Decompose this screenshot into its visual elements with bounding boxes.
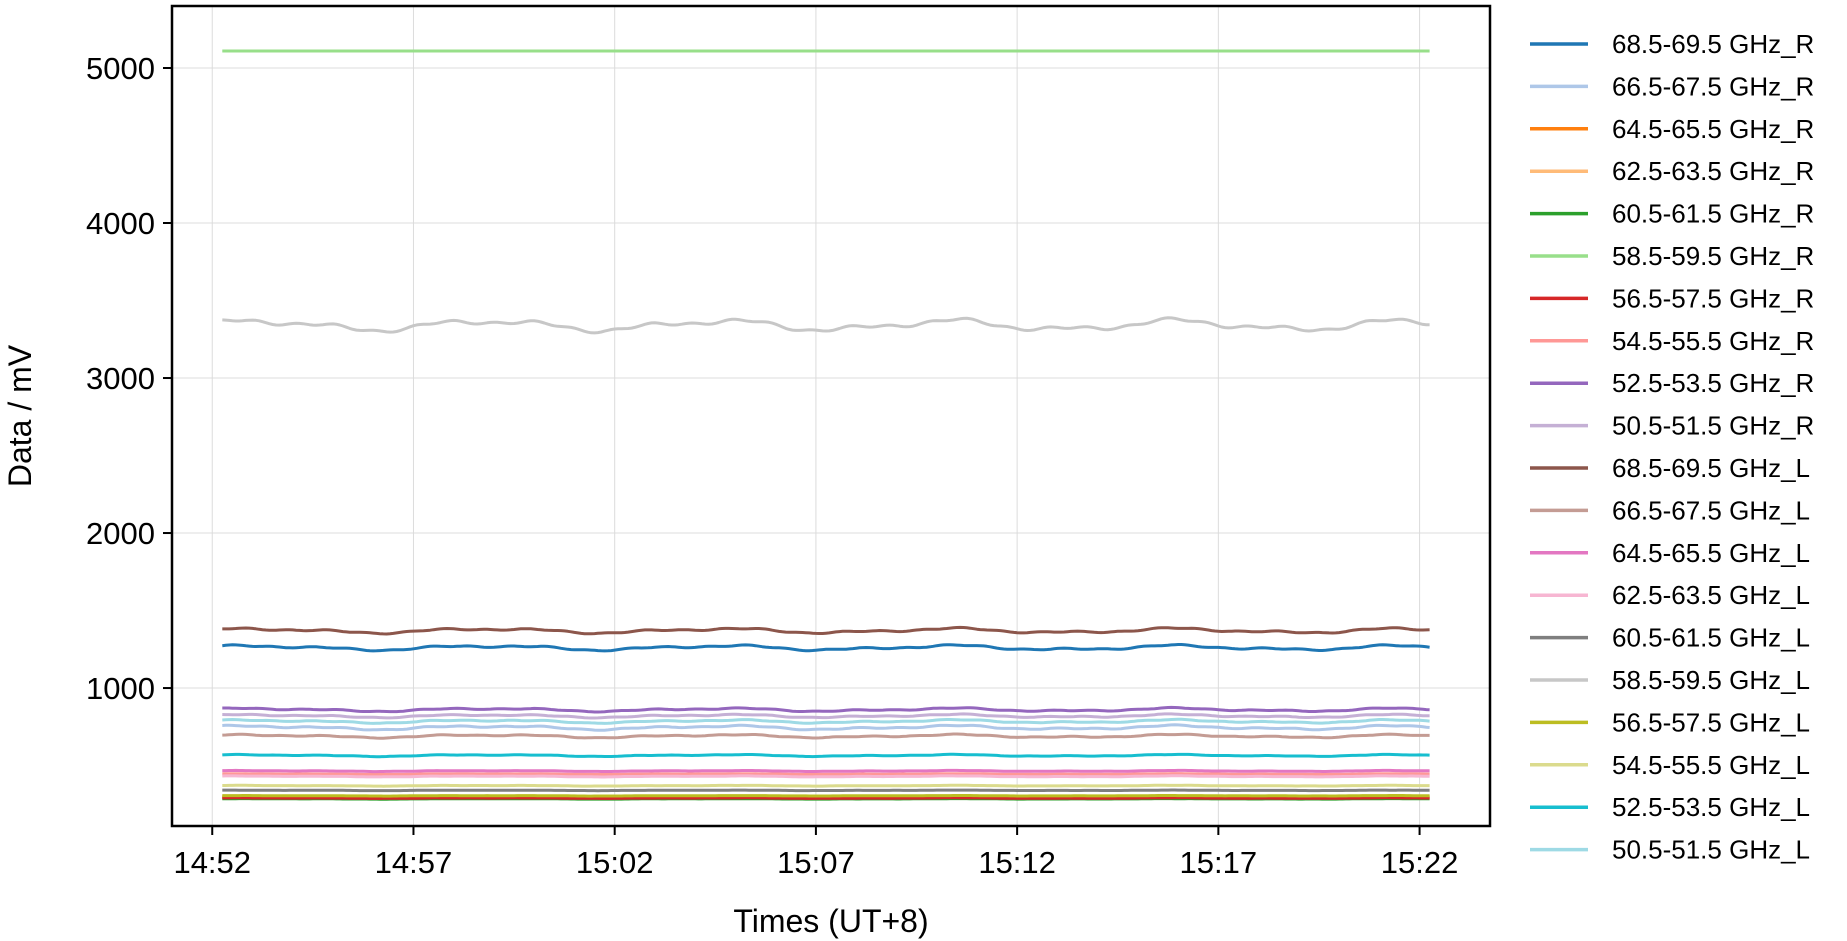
legend-entry-label: 60.5-61.5 GHz_L [1612, 623, 1810, 653]
series-line [222, 772, 1430, 776]
y-tick-label: 5000 [86, 51, 155, 86]
y-axis-label: Data / mV [2, 344, 38, 487]
legend-entry-label: 64.5-65.5 GHz_L [1612, 538, 1810, 568]
series-line [222, 783, 1430, 788]
x-tick-label: 14:57 [375, 845, 453, 880]
x-tick-label: 14:52 [173, 845, 251, 880]
y-tick-label: 2000 [86, 516, 155, 551]
legend-entry-label: 58.5-59.5 GHz_L [1612, 665, 1810, 695]
legend: 68.5-69.5 GHz_R 66.5-67.5 GHz_R 64.5-65.5 … [1530, 29, 1814, 865]
x-tick-label: 15:17 [1180, 845, 1258, 880]
x-axis-ticks: 14:52 14:57 15:02 15:07 15:12 15:17 15:22 [173, 826, 1458, 880]
legend-entry-label: 56.5-57.5 GHz_L [1612, 707, 1810, 737]
series-line [222, 768, 1430, 774]
series-line [222, 796, 1430, 800]
y-tick-label: 1000 [86, 671, 155, 706]
x-tick-label: 15:02 [576, 845, 654, 880]
series-line [222, 643, 1430, 653]
legend-entry-label: 68.5-69.5 GHz_L [1612, 453, 1810, 483]
y-axis-ticks: 1000 2000 3000 4000 5000 [86, 51, 172, 706]
x-tick-label: 15:22 [1381, 845, 1459, 880]
legend-entry-label: 62.5-63.5 GHz_R [1612, 156, 1814, 186]
series-line [222, 712, 1430, 720]
legend-entry-label: 54.5-55.5 GHz_L [1612, 750, 1810, 780]
series-line [222, 752, 1430, 759]
series-line [222, 625, 1430, 636]
legend-entry-label: 50.5-51.5 GHz_R [1612, 411, 1814, 441]
series-group [222, 49, 1430, 801]
y-tick-label: 4000 [86, 206, 155, 241]
series-line [222, 794, 1430, 798]
legend-entry-label: 52.5-53.5 GHz_R [1612, 368, 1814, 398]
legend-entry-label: 68.5-69.5 GHz_R [1612, 29, 1814, 59]
legend-entry-label: 56.5-57.5 GHz_R [1612, 283, 1814, 313]
legend-entry-label: 54.5-55.5 GHz_R [1612, 326, 1814, 356]
plot-area-frame [170, 4, 1492, 828]
legend-entry-label: 66.5-67.5 GHz_L [1612, 495, 1810, 525]
x-tick-label: 15:12 [978, 845, 1056, 880]
grid-lines [172, 6, 1490, 826]
series-line [222, 705, 1430, 714]
series-line [222, 788, 1430, 793]
legend-entry-label: 66.5-67.5 GHz_R [1612, 71, 1814, 101]
series-line [222, 732, 1430, 740]
series-line [222, 717, 1430, 725]
y-tick-label: 3000 [86, 361, 155, 396]
series-line [222, 723, 1430, 732]
x-tick-label: 15:07 [777, 845, 855, 880]
series-line [222, 316, 1430, 335]
legend-entry-label: 58.5-59.5 GHz_R [1612, 241, 1814, 271]
legend-entry-label: 64.5-65.5 GHz_R [1612, 114, 1814, 144]
legend-entry-label: 62.5-63.5 GHz_L [1612, 580, 1810, 610]
legend-entry-label: 52.5-53.5 GHz_L [1612, 792, 1810, 822]
x-axis-label: Times (UT+8) [733, 903, 928, 939]
series-line [222, 774, 1430, 779]
legend-entry-label: 60.5-61.5 GHz_R [1612, 199, 1814, 229]
legend-entry-label: 50.5-51.5 GHz_L [1612, 835, 1810, 865]
